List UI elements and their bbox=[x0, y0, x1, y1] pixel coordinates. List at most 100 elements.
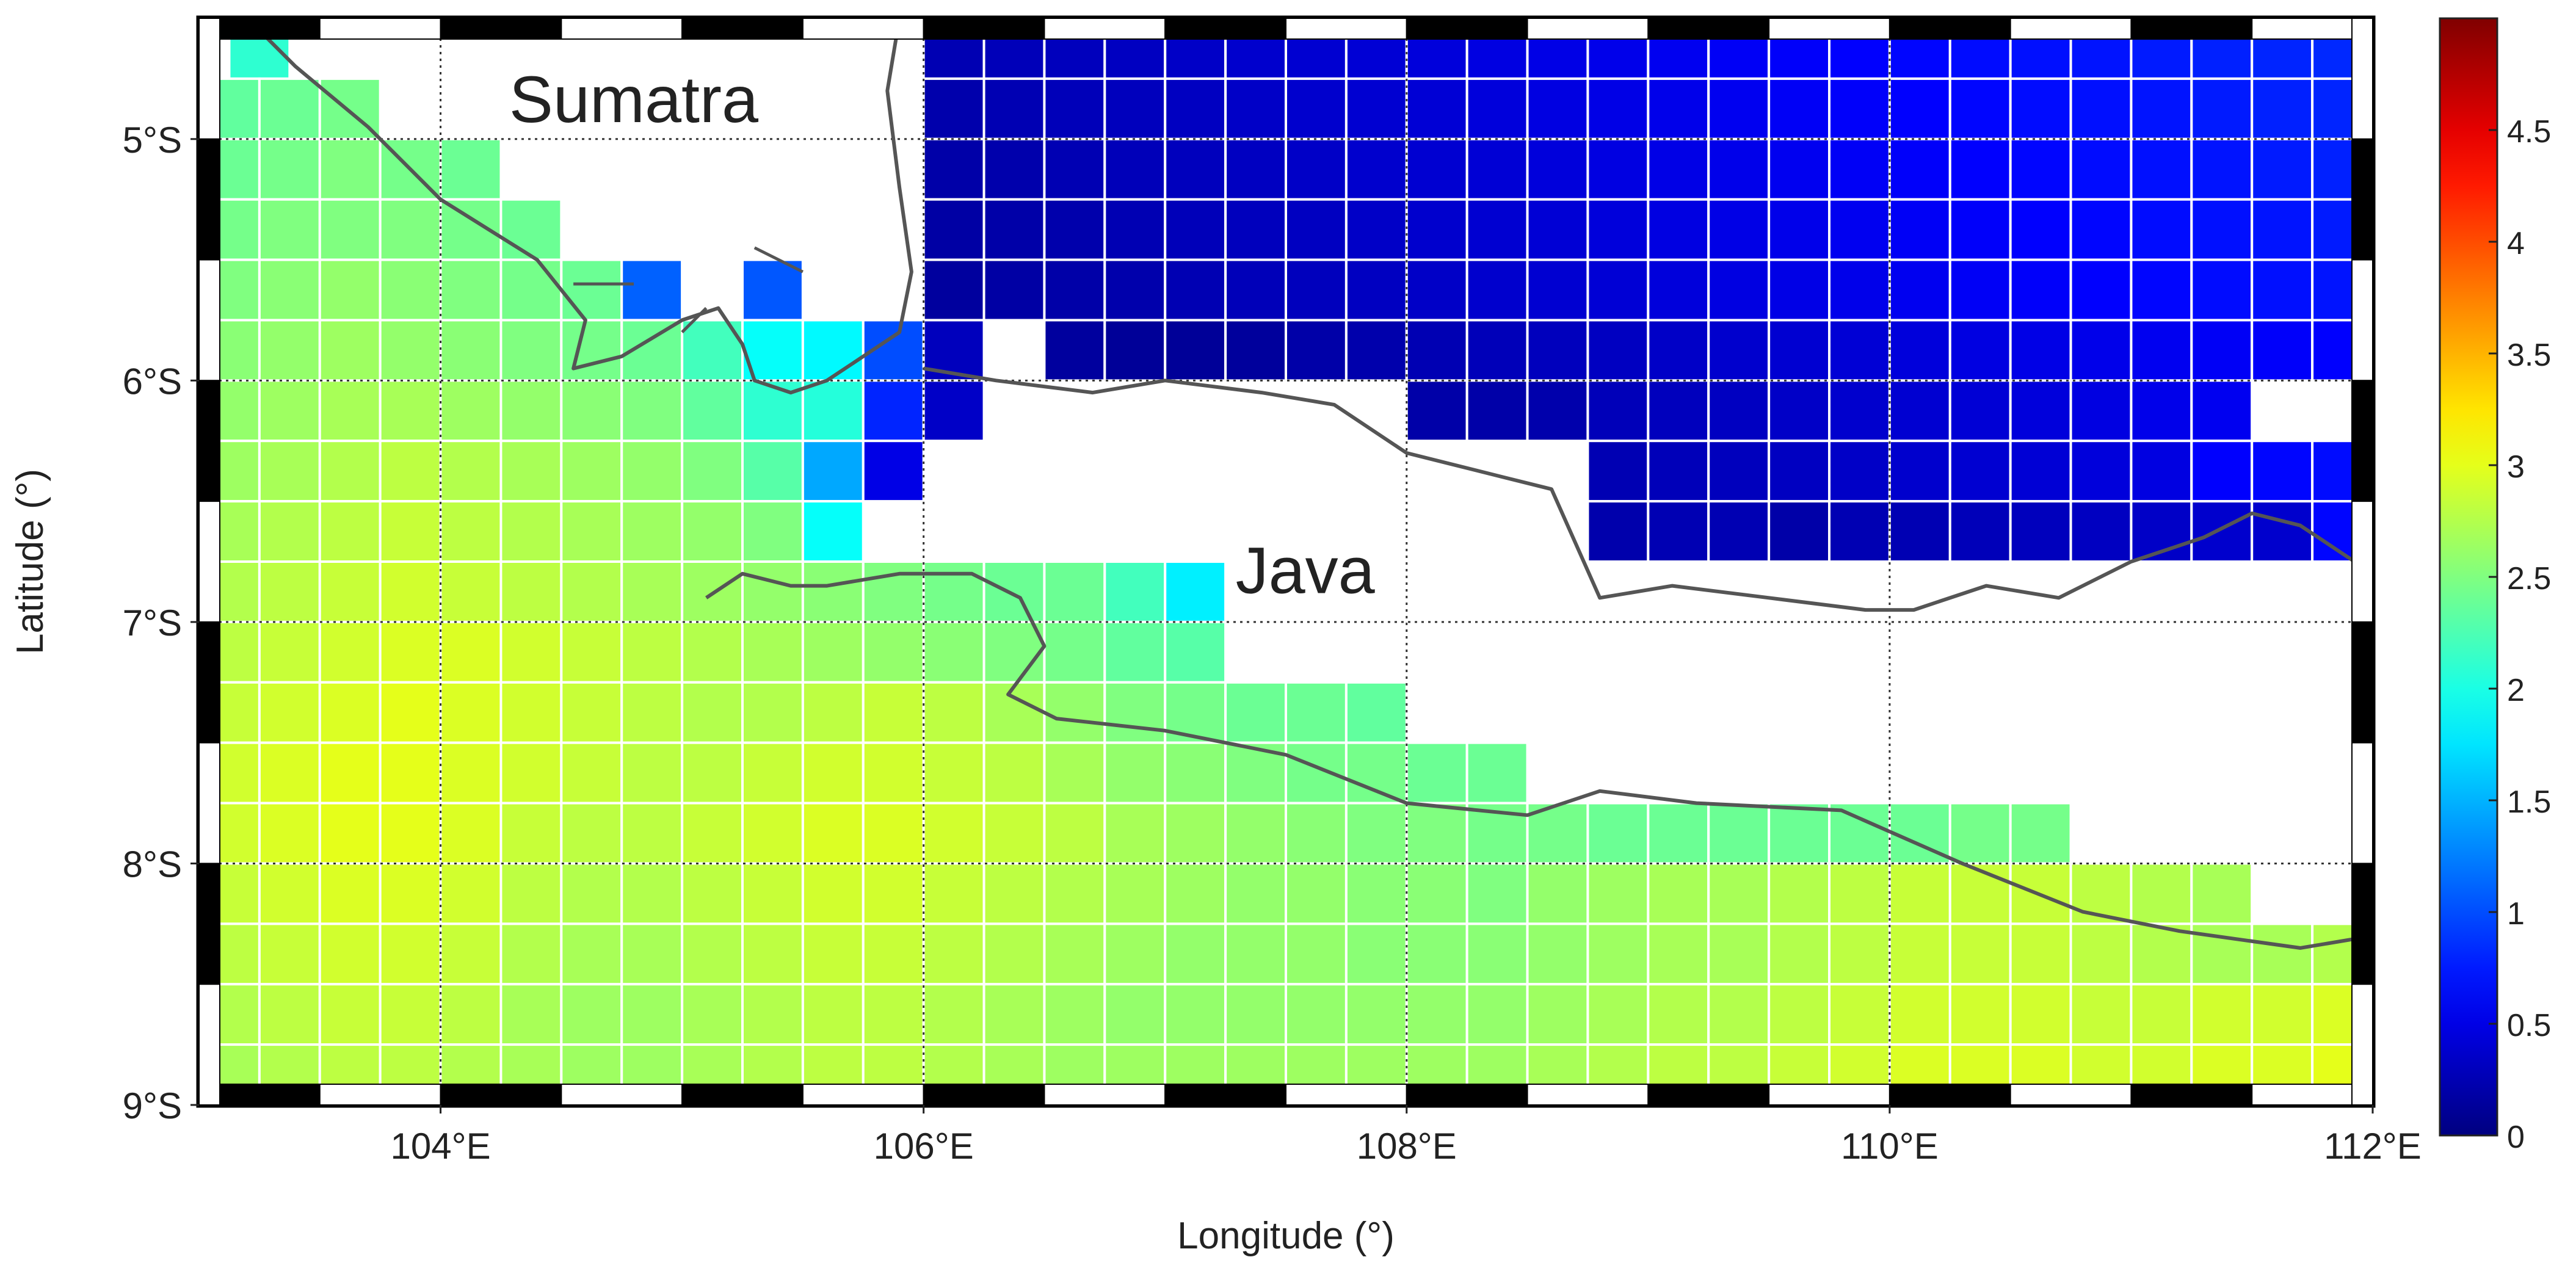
grid-cell bbox=[620, 620, 684, 684]
grid-cell bbox=[1707, 258, 1771, 322]
coastlines bbox=[245, 16, 2374, 950]
frame-segment bbox=[1406, 1084, 1528, 1106]
grid-cell bbox=[1586, 258, 1650, 322]
grid-cell bbox=[2130, 983, 2193, 1046]
grid-cell bbox=[379, 379, 442, 443]
grid-cell bbox=[1586, 862, 1650, 925]
grid-cell bbox=[1164, 319, 1227, 382]
grid-cell bbox=[1888, 983, 1951, 1046]
grid-cell bbox=[1405, 137, 1468, 201]
grid-cell bbox=[1465, 198, 1529, 261]
frame-segment bbox=[1285, 18, 1407, 40]
frame-segment bbox=[802, 18, 924, 40]
grid-cell bbox=[1043, 77, 1106, 140]
grid-cell bbox=[1224, 137, 1287, 201]
grid-cell bbox=[801, 922, 865, 986]
grid-cell bbox=[1948, 137, 2012, 201]
grid-cell bbox=[1164, 983, 1227, 1046]
frame-segment bbox=[561, 18, 683, 40]
grid-cell bbox=[1888, 77, 1951, 140]
grid-cell bbox=[1043, 620, 1106, 684]
x-tick-label: 112°E bbox=[2324, 1126, 2422, 1167]
colorbar-tick-label: 2 bbox=[2507, 673, 2525, 708]
grid-cell bbox=[1828, 198, 1891, 261]
grid-cell bbox=[1103, 983, 1167, 1046]
grid-cell bbox=[560, 922, 623, 986]
grid-cell bbox=[1405, 922, 1468, 986]
frame-segment bbox=[440, 18, 562, 40]
grid-cell bbox=[982, 681, 1046, 744]
grid-cell bbox=[1828, 77, 1891, 140]
grid-cell bbox=[1405, 198, 1468, 261]
grid-cell bbox=[379, 440, 442, 503]
grid-cell bbox=[1586, 983, 1650, 1046]
grid-cell bbox=[681, 620, 744, 684]
grid-cell bbox=[1828, 500, 1891, 563]
grid-cell bbox=[922, 741, 985, 805]
frame-segment bbox=[198, 742, 220, 864]
grid-cell bbox=[1405, 802, 1468, 865]
grid-cell bbox=[560, 319, 623, 382]
frame-segment bbox=[1164, 18, 1286, 40]
frame-segment bbox=[2351, 138, 2373, 261]
grid-cell bbox=[1888, 440, 1951, 503]
grid-cell bbox=[1344, 258, 1408, 322]
grid-cell bbox=[922, 681, 985, 744]
frame-segment bbox=[1768, 18, 1890, 40]
java-north-coastline bbox=[923, 366, 2374, 612]
grid-cell bbox=[318, 319, 382, 382]
grid-cell bbox=[1888, 258, 1951, 322]
frame-segment bbox=[561, 1084, 683, 1106]
grid-cell bbox=[620, 802, 684, 865]
grid-cell bbox=[1768, 862, 1831, 925]
grid-cell bbox=[318, 500, 382, 563]
grid-cell bbox=[1344, 137, 1408, 201]
grid-cell bbox=[922, 379, 985, 443]
grid-cell bbox=[1707, 319, 1771, 382]
grid-cell bbox=[1405, 379, 1468, 443]
grid-cell bbox=[379, 741, 442, 805]
grid-cell bbox=[499, 440, 563, 503]
grid-cell bbox=[1405, 862, 1468, 925]
grid-cell bbox=[1224, 802, 1287, 865]
grid-cell bbox=[620, 922, 684, 986]
grid-cell bbox=[258, 802, 321, 865]
colorbar-tick-label: 4.5 bbox=[2507, 114, 2551, 150]
grid-cell bbox=[2069, 137, 2133, 201]
grid-cell bbox=[2009, 500, 2072, 563]
grid-cell bbox=[620, 258, 684, 322]
grid-cell bbox=[1888, 500, 1951, 563]
grid-cell bbox=[1768, 137, 1831, 201]
grid-cell bbox=[620, 862, 684, 925]
grid-cell bbox=[439, 922, 503, 986]
grid-cell bbox=[1405, 77, 1468, 140]
grid-cell bbox=[862, 802, 925, 865]
grid-cell bbox=[801, 500, 865, 563]
grid-cell bbox=[2130, 319, 2193, 382]
grid-cell bbox=[1828, 440, 1891, 503]
grid-cell bbox=[258, 983, 321, 1046]
grid-cells bbox=[198, 17, 2375, 1106]
grid-cell bbox=[1948, 198, 2012, 261]
grid-cell bbox=[379, 802, 442, 865]
grid-cell bbox=[1224, 681, 1287, 744]
y-tick-label: 7°S bbox=[123, 603, 182, 643]
grid-cell bbox=[1888, 319, 1951, 382]
x-tick-label: 106°E bbox=[874, 1126, 974, 1167]
grid-cell bbox=[1888, 137, 1951, 201]
grid-cell bbox=[379, 319, 442, 382]
island-coastline bbox=[753, 246, 804, 273]
frame-segment bbox=[198, 863, 220, 985]
grid-cell bbox=[922, 983, 985, 1046]
grid-cell bbox=[1043, 681, 1106, 744]
grid-cell bbox=[1465, 862, 1529, 925]
grid-cell bbox=[1103, 681, 1167, 744]
grid-cell bbox=[560, 440, 623, 503]
grid-cell bbox=[922, 862, 985, 925]
grid-cell bbox=[1526, 922, 1589, 986]
y-axis-label: Latitude (°) bbox=[9, 469, 51, 654]
x-tick-label: 104°E bbox=[390, 1126, 490, 1167]
grid-cell bbox=[318, 862, 382, 925]
grid-cell bbox=[258, 741, 321, 805]
colorbar: 0 0.5 1 1.5 2 2.5 3 3.5 4 4.5 bbox=[2439, 17, 2551, 1155]
